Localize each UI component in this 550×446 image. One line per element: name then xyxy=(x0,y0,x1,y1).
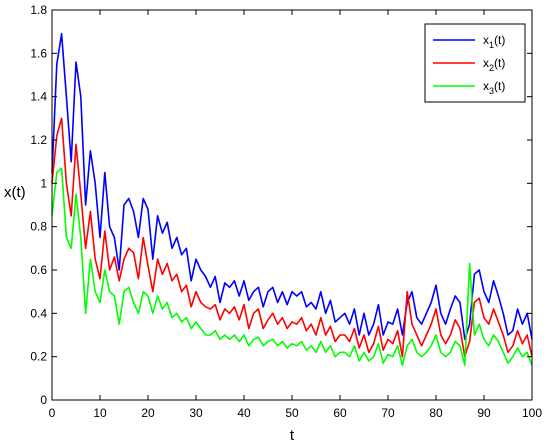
x-tick-label: 70 xyxy=(381,406,395,420)
y-tick-label: 0 xyxy=(40,393,47,407)
x-tick-label: 30 xyxy=(189,406,203,420)
legend-label-3: x3(t) xyxy=(483,79,505,96)
x-tick-label: 40 xyxy=(237,406,251,420)
x-tick-label: 10 xyxy=(93,406,107,420)
series-line-2 xyxy=(51,117,533,358)
y-tick-label: 1.8 xyxy=(30,3,47,17)
x-axis-label: t xyxy=(290,427,295,444)
x-tick-label: 100 xyxy=(522,406,542,420)
y-tick-label: 0.8 xyxy=(30,220,47,234)
y-tick-label: 1.2 xyxy=(30,133,47,147)
legend-label-2: x2(t) xyxy=(483,56,505,73)
y-tick-label: 1.4 xyxy=(30,90,47,104)
y-tick-label: 1.6 xyxy=(30,46,47,60)
x-tick-label: 20 xyxy=(141,406,155,420)
y-tick-label: 0.4 xyxy=(30,306,47,320)
x-tick-label: 90 xyxy=(477,406,491,420)
plot-area xyxy=(51,33,533,367)
axes: 0 10 20 30 40 50 60 70 80 90 100 0 0.2 0.4 0.6 0.8 1 1.2 1… xyxy=(4,3,542,444)
x-tick-label: 60 xyxy=(333,406,347,420)
x-tick-label: 0 xyxy=(49,406,56,420)
y-axis-label: x(t) xyxy=(4,184,26,201)
series-line-1 xyxy=(51,33,533,341)
series-line-3 xyxy=(51,167,533,367)
y-tick-label: 1 xyxy=(40,176,47,190)
legend-label-1: x1(t) xyxy=(483,33,505,50)
legend: x1(t) x2(t) x3(t) xyxy=(424,23,526,103)
x-tick-label: 80 xyxy=(429,406,443,420)
x-tick-label: 50 xyxy=(285,406,299,420)
y-tick-label: 0.6 xyxy=(30,263,47,277)
y-tick-label: 0.2 xyxy=(30,350,47,364)
